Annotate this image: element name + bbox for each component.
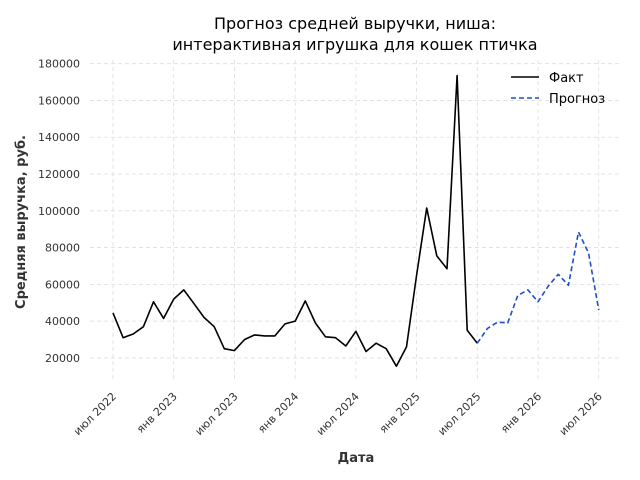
x-axis-ticks: июл 2022 янв 2023 июл 2023 янв 2024 июл 2024… [71,390,605,438]
x-tick-label: янв 2025 [377,390,423,436]
series-line-fact [112,74,478,368]
x-tick-label: янв 2026 [498,390,544,436]
y-tick-label: 40000 [45,315,80,328]
chart-title-line2: интерактивная игрушка для кошек птичка [172,35,537,54]
y-tick-label: 60000 [45,278,80,291]
y-tick-label: 140000 [38,131,80,144]
x-tick-label: янв 2023 [134,390,180,436]
y-tick-label: 80000 [45,242,80,255]
legend-forecast-label: Прогноз [549,92,605,107]
chart-title-line1: Прогноз средней выручки, ниша: [214,14,496,33]
x-tick-label: июл 2025 [435,390,483,438]
x-tick-label: янв 2024 [255,390,301,436]
y-axis-label: Средняя выручка, руб. [14,135,29,309]
y-tick-label: 180000 [38,58,80,71]
x-tick-label: июл 2024 [314,390,362,438]
x-tick-label: июл 2022 [71,390,119,438]
y-tick-label: 100000 [38,205,80,218]
series-line-forecast [476,231,600,344]
x-axis-label: Дата [338,451,375,466]
y-axis-ticks: 20000 40000 60000 80000 100000 120000 140000 16… [38,58,80,365]
legend-fact-label: Факт [549,71,584,86]
y-tick-label: 20000 [45,352,80,365]
y-tick-label: 160000 [38,94,80,107]
grid [90,60,622,380]
x-tick-label: июл 2023 [193,390,241,438]
series-layer [112,74,600,368]
y-tick-label: 120000 [38,168,80,181]
legend: Факт Прогноз [511,71,605,107]
x-tick-label: июл 2026 [557,390,605,438]
